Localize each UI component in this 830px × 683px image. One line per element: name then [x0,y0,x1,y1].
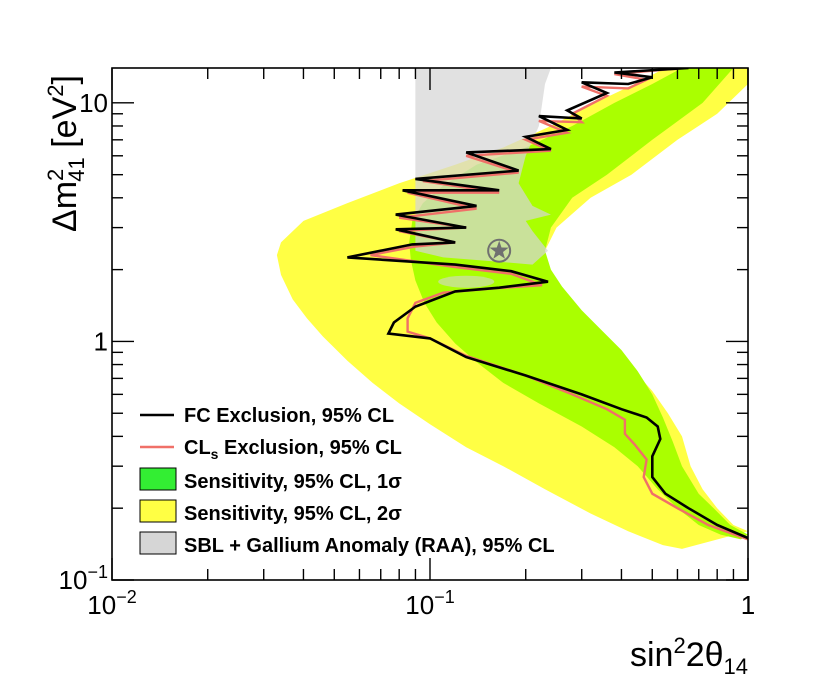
fc-exclusion-curve [347,68,748,540]
best-fit-star-icon [489,240,509,259]
legend-swatch-sens2 [139,499,177,523]
data-layer [276,68,748,549]
y-tick-label: 1 [94,326,108,356]
legend-swatch-raa [139,531,177,555]
x-axis-title: sin22θ14 [630,633,748,679]
legend: FC Exclusion, 95% CL CLs Exclusion, 95% C… [139,405,555,557]
legend-label-fc: FC Exclusion, 95% CL [184,405,394,427]
x-tick-label: 10−1 [405,587,454,620]
legend-swatch-sens1 [139,467,177,491]
x-tick-label: 10−2 [87,587,136,620]
best-fit-circle [487,238,512,263]
y-tick-label: 10−1 [59,562,108,595]
raa-allowed-region [415,68,551,265]
legend-label-cls: CLs Exclusion, 95% CL [184,437,402,462]
y-axis-title: Δm241 [eV2] [43,75,89,232]
legend-label-sens1: Sensitivity, 95% CL, 1σ [184,471,402,493]
plot-frame [111,67,749,581]
y-tick-label: 10 [79,88,108,118]
cls-exclusion-curve [370,68,748,541]
raa-island-region [438,275,495,288]
legend-label-sens2: Sensitivity, 95% CL, 2σ [184,503,402,525]
legend-label-raa: SBL + Gallium Anomaly (RAA), 95% CL [184,535,555,557]
x-tick-label: 1 [741,590,755,620]
